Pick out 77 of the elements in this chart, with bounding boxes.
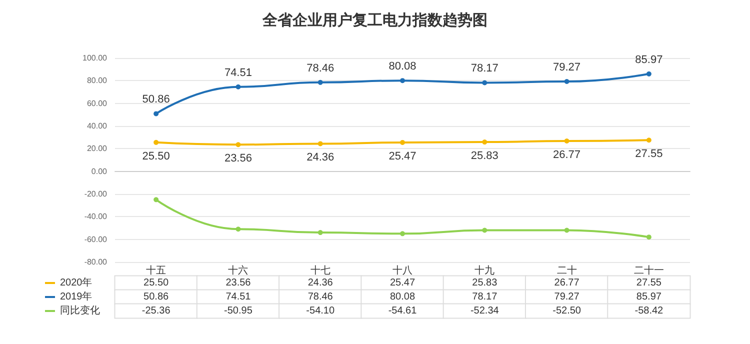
data-label: 25.50 [144,278,170,288]
point [646,71,652,76]
y-tick-label: 60.00 [86,98,108,108]
data-label: 26.77 [553,148,581,161]
legend-label: 2020年 [60,276,92,288]
data-label: 25.83 [472,278,498,288]
point [646,138,652,143]
data-label: 85.97 [635,54,663,66]
point [646,234,652,240]
point [400,140,405,145]
point [400,231,405,236]
point [318,230,323,236]
point [564,138,570,144]
data-label: 50.86 [142,94,170,106]
x-tick-label: 十九 [474,264,495,276]
y-tick-label: 80.00 [86,76,108,86]
data-label: 25.47 [390,278,416,288]
x-tick-label: 十六 [228,264,248,276]
data-label: -58.42 [634,306,664,316]
x-tick-label: 十七 [310,264,330,276]
data-label: 74.51 [226,292,252,302]
data-label: 78.17 [470,62,498,75]
point [482,140,488,145]
point [318,80,323,85]
x-tick-label: 十八 [392,264,412,276]
data-label: 25.47 [388,150,416,162]
data-label: -54.61 [388,306,418,316]
legend-label: 2019年 [60,290,92,302]
point [482,228,488,233]
data-label: 78.46 [308,292,334,302]
y-tick-label: -40.00 [84,212,108,222]
point [154,111,159,116]
data-label: 24.36 [308,278,334,288]
y-tick-label: 40.00 [86,122,108,130]
data-label: 23.56 [224,152,252,165]
data-label: 78.46 [306,62,334,74]
data-label: 23.56 [226,278,252,288]
data-label: 79.27 [554,292,580,302]
data-label: 24.36 [306,152,334,164]
chart-title: 全省企业用户复工电力指数趋势图 [262,11,488,29]
y-tick-label: 20.00 [86,144,108,154]
point [236,142,241,148]
data-label: 80.08 [390,292,416,302]
data-label: 25.83 [470,150,498,162]
data-label: -25.36 [142,306,171,316]
data-label: -52.50 [552,306,582,316]
point [154,140,159,145]
y-tick-label: -80.00 [84,258,108,266]
point [564,78,570,84]
point [236,84,241,90]
data-label: 74.51 [224,66,252,79]
data-label: 26.77 [554,278,580,288]
legend-label: 同比变化 [60,304,100,316]
data-label: -50.95 [224,306,253,316]
point [318,141,323,146]
data-label: -52.34 [470,306,500,316]
x-tick-label: 二十一 [634,264,664,276]
y-tick-label: -60.00 [84,234,108,244]
data-label: 27.55 [636,278,662,288]
point [564,228,570,233]
point [154,197,159,202]
point [482,80,488,86]
data-label: 25.50 [142,150,170,162]
data-label: 78.17 [472,292,498,302]
data-label: 80.08 [388,60,416,73]
data-label: 50.86 [144,292,170,302]
y-tick-label: -20.00 [84,190,108,198]
x-tick-label: 二十 [556,264,577,276]
y-tick-label: 0.00 [91,166,108,176]
y-tick-label: 100.00 [82,54,108,62]
data-label: -54.10 [306,306,335,316]
data-label: 79.27 [553,61,581,74]
x-tick-label: 十五 [146,264,166,276]
point [236,226,241,232]
data-label: 27.55 [635,148,663,160]
data-label: 85.97 [636,292,662,302]
point [400,78,405,84]
